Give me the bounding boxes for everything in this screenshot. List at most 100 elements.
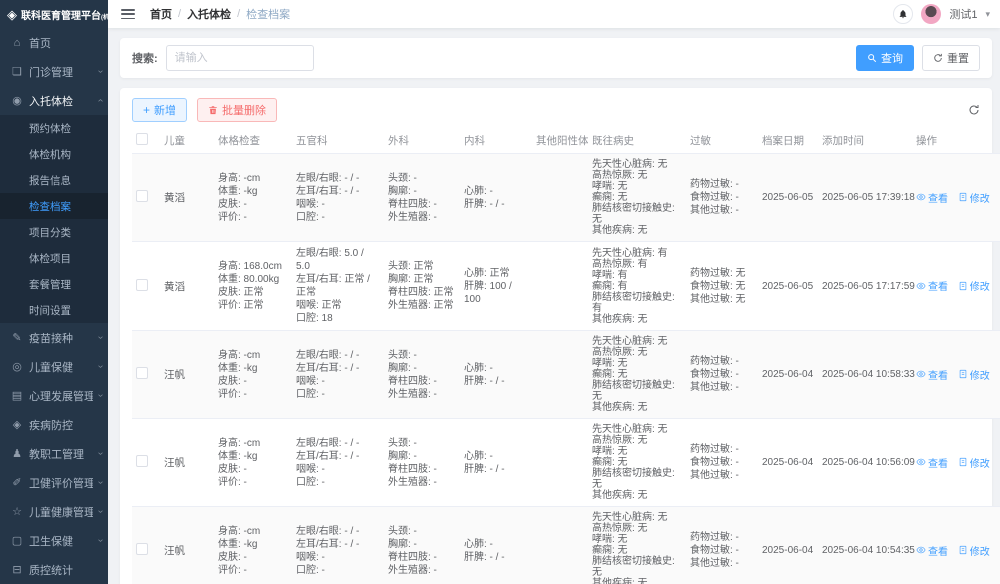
- edit-button[interactable]: 修改: [958, 278, 990, 293]
- cell-added-time: 2025-06-05 17:39:18: [818, 153, 915, 242]
- hygiene-icon: ▢: [11, 535, 23, 547]
- cell-physical: 身高: -cm 体重: -kg 皮肤: - 评价: -: [218, 437, 261, 488]
- cell-child-name: 汪帆: [160, 418, 214, 507]
- sidebar-subitem[interactable]: 体检项目: [0, 245, 108, 271]
- sidebar-subitem[interactable]: 预约体检: [0, 115, 108, 141]
- sidebar-item[interactable]: ✐ 卫健评价管理 ›: [0, 468, 108, 497]
- edit-button[interactable]: 修改: [958, 367, 990, 382]
- add-button[interactable]: + 新增: [132, 98, 188, 122]
- sidebar-item[interactable]: ⊟ 质控统计 ›: [0, 555, 108, 584]
- view-button[interactable]: 查看: [916, 190, 948, 205]
- sidebar-item-label: 入托体检: [29, 95, 73, 108]
- batch-delete-label: 批量删除: [222, 105, 267, 117]
- cell-allergy: 药物过敏: - 食物过敏: - 其他过敏: -: [690, 444, 739, 481]
- breadcrumb-separator: /: [237, 8, 241, 20]
- sidebar-subitem-label: 时间设置: [29, 304, 71, 317]
- edit-document-icon: [959, 458, 967, 467]
- sidebar-subitem[interactable]: 时间设置: [0, 297, 108, 323]
- breadcrumb: 首页 / 入托体检 / 检查档案: [150, 6, 290, 22]
- sidebar-item[interactable]: ◎ 儿童保健 ›: [0, 352, 108, 381]
- search-panel: 搜索: 查询 重置: [120, 38, 992, 78]
- search-actions: 查询 重置: [856, 45, 980, 71]
- view-button[interactable]: 查看: [916, 543, 948, 558]
- eye-icon: [916, 458, 926, 466]
- sidebar-item[interactable]: ❏ 门诊管理 ›: [0, 57, 108, 86]
- row-checkbox[interactable]: [136, 543, 148, 555]
- edit-button[interactable]: 修改: [958, 455, 990, 470]
- cell-record-date: 2025-06-04: [758, 506, 818, 584]
- edit-label: 修改: [969, 282, 990, 294]
- cell-actions: 查看 修改 删除: [912, 418, 1000, 507]
- cell-added-time: 2025-06-05 17:17:59: [818, 241, 915, 331]
- cell-physical: 身高: -cm 体重: -kg 皮肤: - 评价: -: [218, 172, 261, 223]
- row-checkbox[interactable]: [136, 190, 148, 202]
- staff-icon: ♟: [12, 448, 22, 460]
- cell-physical: 身高: -cm 体重: -kg 皮肤: - 评价: -: [218, 349, 261, 400]
- query-button[interactable]: 查询: [856, 45, 914, 71]
- row-checkbox[interactable]: [136, 455, 148, 467]
- cell-surgery: 头颈: - 胸廓: - 脊柱四肢: - 外生殖器: -: [388, 172, 437, 223]
- sidebar-subitem[interactable]: 报告信息: [0, 167, 108, 193]
- sidebar-item[interactable]: ▤ 心理发展管理 ›: [0, 381, 108, 410]
- chevron-icon: ›: [94, 393, 106, 398]
- refresh-icon: [934, 53, 942, 62]
- cell-five-sense: 左眼/右眼: - / - 左耳/右耳: - / - 咽喉: - 口腔: -: [296, 437, 360, 488]
- cell-surgery: 头颈: - 胸廓: - 脊柱四肢: - 外生殖器: -: [388, 349, 437, 400]
- logo-icon: ◈: [7, 6, 17, 22]
- row-checkbox[interactable]: [136, 278, 148, 291]
- sidebar-item[interactable]: ☆ 儿童健康管理 ›: [0, 497, 108, 526]
- child-health-icon: ☆: [12, 506, 22, 518]
- sidebar-subitem[interactable]: 项目分类: [0, 219, 108, 245]
- sidebar-item[interactable]: ✎ 疫苗接种 ›: [0, 323, 108, 352]
- view-button[interactable]: 查看: [916, 455, 948, 470]
- add-button-label: 新增: [154, 105, 177, 117]
- clinic-icon: ❏: [12, 66, 22, 78]
- notification-bell-icon[interactable]: [893, 4, 914, 24]
- checkup-icon: ◉: [12, 95, 22, 107]
- sidebar-subitem-label: 预约体检: [29, 122, 71, 135]
- sidebar-item-label: 心理发展管理: [29, 390, 93, 403]
- sidebar-subitem-label: 套餐管理: [29, 278, 71, 291]
- sidebar-item[interactable]: ⌂ 首页 ›: [0, 28, 108, 57]
- sidebar-subitem[interactable]: 检查档案: [0, 193, 108, 219]
- select-all-checkbox[interactable]: [136, 133, 148, 145]
- table-row: 黄滔 身高: 168.0cm 体重: 80.00kg 皮肤: 正常 评价: 正常…: [132, 241, 1000, 331]
- sidebar-fold-icon[interactable]: [120, 7, 136, 21]
- edit-button[interactable]: 修改: [958, 190, 990, 205]
- col-header-five-sense: 五官科: [292, 128, 384, 154]
- table-refresh-icon[interactable]: [968, 104, 980, 116]
- table-row: 汪帆 身高: -cm 体重: -kg 皮肤: - 评价: - 左眼/右眼: - …: [132, 506, 1000, 584]
- app-title: 联科医育管理平台(机构端): [21, 7, 108, 22]
- edit-button[interactable]: 修改: [958, 543, 990, 558]
- batch-delete-button[interactable]: 批量删除: [197, 98, 278, 122]
- user-name[interactable]: 测试1: [949, 9, 978, 21]
- view-button[interactable]: 查看: [916, 367, 948, 382]
- sidebar-item-label: 教职工管理: [29, 448, 84, 461]
- search-input[interactable]: [165, 45, 314, 71]
- psychology-icon: ▤: [11, 390, 23, 402]
- row-checkbox[interactable]: [136, 367, 148, 379]
- breadcrumb-item: 检查档案: [246, 9, 291, 21]
- col-header-time: 添加时间: [818, 128, 912, 154]
- table-row: 黄滔 身高: -cm 体重: -kg 皮肤: - 评价: - 左眼/右眼: - …: [132, 153, 1000, 242]
- app-title-suffix: (机构端): [101, 14, 108, 21]
- cell-child-name: 黄滔: [160, 153, 214, 242]
- reset-button[interactable]: 重置: [922, 45, 980, 71]
- breadcrumb-item[interactable]: 入托体检: [187, 9, 232, 21]
- user-avatar[interactable]: [921, 4, 942, 24]
- sidebar-item-label: 儿童健康管理: [29, 506, 93, 519]
- view-button[interactable]: 查看: [916, 278, 948, 293]
- user-caret-down-icon[interactable]: ▾: [985, 8, 990, 19]
- breadcrumb-item[interactable]: 首页: [150, 9, 172, 21]
- sidebar-item[interactable]: ◈ 疾病防控 ›: [0, 410, 108, 439]
- col-header-history: 既往病史: [588, 128, 686, 154]
- sidebar-subitem[interactable]: 套餐管理: [0, 271, 108, 297]
- sidebar-item[interactable]: ◉ 入托体检 ›: [0, 86, 108, 115]
- cell-five-sense: 左眼/右眼: - / - 左耳/右耳: - / - 咽喉: - 口腔: -: [296, 172, 360, 223]
- cell-allergy: 药物过敏: - 食物过敏: - 其他过敏: -: [690, 179, 739, 216]
- sidebar-item-label: 质控统计: [29, 564, 73, 577]
- cell-history: 先天性心脏病: 无 高热惊厥: 无 哮喘: 无 癫痫: 无 肺结核密切接触史: …: [592, 512, 675, 584]
- sidebar-item[interactable]: ♟ 教职工管理 ›: [0, 439, 108, 468]
- sidebar-subitem[interactable]: 体检机构: [0, 141, 108, 167]
- sidebar-item[interactable]: ▢ 卫生保健 ›: [0, 526, 108, 555]
